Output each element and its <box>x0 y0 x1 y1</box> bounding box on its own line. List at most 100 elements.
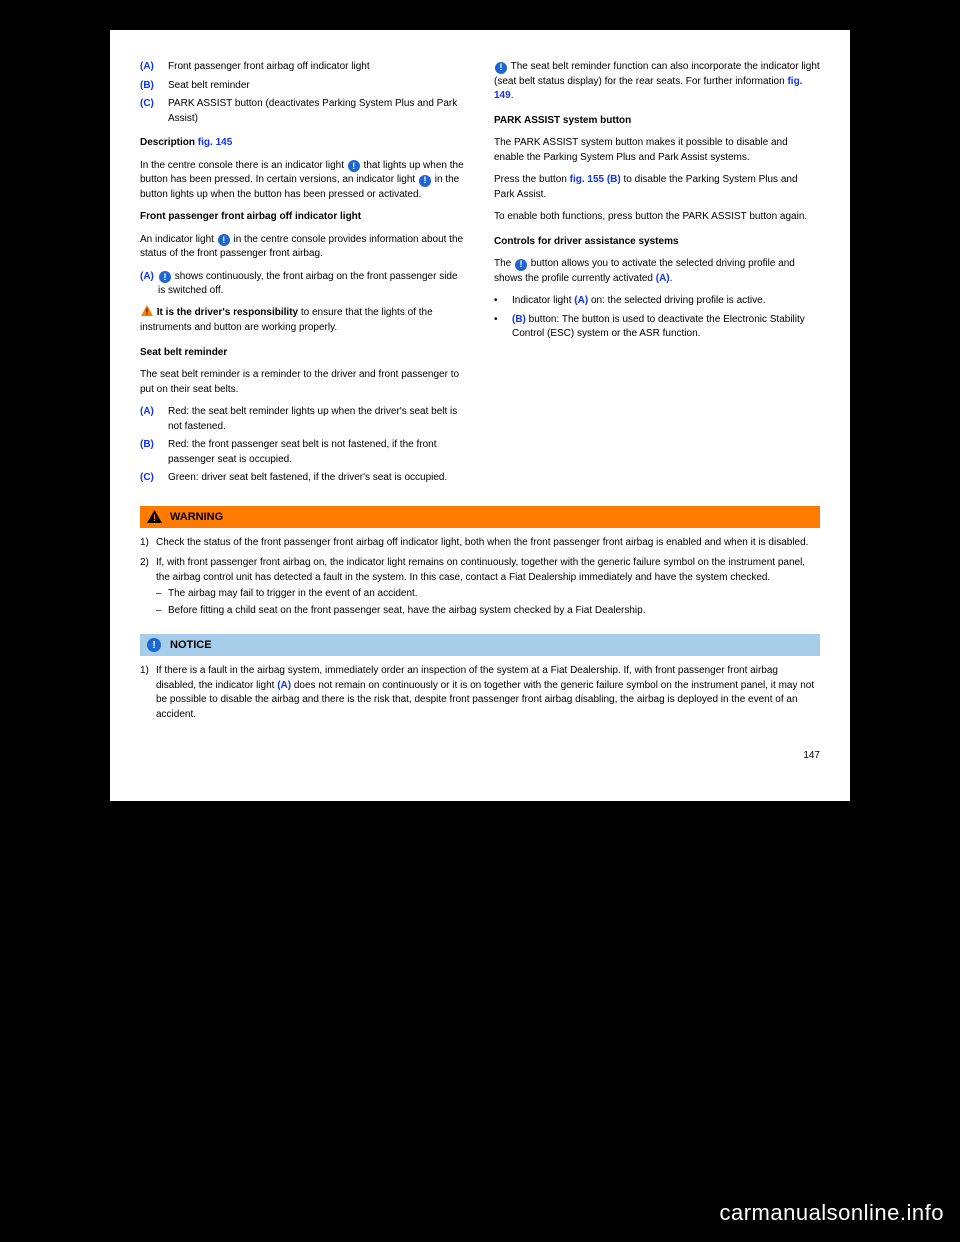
legend-item: (B) Red: the front passenger seat belt i… <box>140 438 466 467</box>
park-assist-p2: Press the button fig. 155 (B) to disable… <box>494 173 820 202</box>
notice-indicator-icon: ! <box>348 160 360 172</box>
legend-item: (A) Front passenger front airbag off ind… <box>140 60 466 75</box>
warning-text: Check the status of the front passenger … <box>156 536 808 551</box>
legend-label: (C) <box>140 471 168 486</box>
legend-label: (A) <box>140 405 168 434</box>
ref-text: (A) <box>140 271 154 282</box>
bullet-item: • Indicator light (A) on: the selected d… <box>494 294 820 309</box>
warning-number: 1) <box>140 536 156 551</box>
description-paragraph: Description fig. 145 <box>140 136 466 151</box>
notice-banner-label: NOTICE <box>168 639 212 651</box>
text-fragment: The seat belt reminder function can also… <box>494 61 820 87</box>
text-fragment: shows continuously, the front airbag on … <box>158 271 458 297</box>
controls-intro: The ! button allows you to activate the … <box>494 257 820 286</box>
legend-text: Red: the seat belt reminder lights up wh… <box>168 405 466 434</box>
bold-heading: Seat belt reminder <box>140 347 227 358</box>
legend-item: (C) Green: driver seat belt fastened, if… <box>140 471 466 486</box>
figure-reference: fig. 145 <box>198 137 232 148</box>
bold-heading: Controls for driver assistance systems <box>494 236 679 247</box>
bold-heading: Front passenger front airbag off indicat… <box>140 211 361 222</box>
legend-text: Seat belt reminder <box>168 79 250 94</box>
park-assist-p1: The PARK ASSIST system button makes it p… <box>494 136 820 165</box>
text-fragment: An indicator light <box>140 234 217 245</box>
warning-item: 2) If, with front passenger front airbag… <box>140 556 820 618</box>
subitem-text: Before fitting a child seat on the front… <box>168 604 646 619</box>
legend-label: (C) <box>140 97 168 126</box>
bold-text: It is the driver's responsibility <box>157 307 298 318</box>
notice-banner: ! NOTICE <box>140 634 820 656</box>
off-indicator-heading: Front passenger front airbag off indicat… <box>140 210 466 225</box>
text-fragment: Indicator light <box>512 295 574 306</box>
text-fragment: In the centre console there is an indica… <box>140 160 347 171</box>
ref-text: (A) <box>277 680 291 691</box>
legend-label: (B) <box>140 79 168 94</box>
off-indicator-paragraph: An indicator light ! in the centre conso… <box>140 233 466 262</box>
legend-label: (B) <box>140 438 168 467</box>
warning-item: 1) Check the status of the front passeng… <box>140 536 820 551</box>
text-fragment: button: The button is used to deactivate… <box>512 314 805 340</box>
warning-banner: ! WARNING <box>140 506 820 528</box>
text-fragment: Press the button <box>494 174 570 185</box>
notice-indicator-icon: ! <box>419 175 431 187</box>
bullet-item: • (B) button: The button is used to deac… <box>494 313 820 342</box>
legend-text: PARK ASSIST button (deactivates Parking … <box>168 97 466 126</box>
subitem-dash: – <box>156 587 168 602</box>
notice-paragraph: ! The seat belt reminder function can al… <box>494 60 820 104</box>
text-fragment: If, with front passenger front airbag on… <box>156 557 805 583</box>
label-ref: (A) <box>140 270 158 299</box>
legend-list: (A) Front passenger front airbag off ind… <box>140 60 466 126</box>
watermark-text: carmanualsonline.info <box>719 1200 944 1226</box>
description-heading: Description <box>140 137 195 148</box>
bullet-mark: • <box>494 313 512 342</box>
page-number: 147 <box>140 750 820 761</box>
warning-subitem: – Before fitting a child seat on the fro… <box>156 604 820 619</box>
warning-body: 1) Check the status of the front passeng… <box>140 536 820 619</box>
notice-number: 1) <box>140 664 156 722</box>
notice-item: 1) If there is a fault in the airbag sys… <box>140 664 820 722</box>
notice-body: 1) If there is a fault in the airbag sys… <box>140 664 820 722</box>
seatbelt-intro: The seat belt reminder is a reminder to … <box>140 368 466 397</box>
ref-text: (A) <box>574 295 588 306</box>
notice-banner-icon: ! <box>140 638 168 652</box>
bullet-item: (A) ! shows continuously, the front airb… <box>140 270 466 299</box>
legend-text: Green: driver seat belt fastened, if the… <box>168 471 447 486</box>
legend-item: (A) Red: the seat belt reminder lights u… <box>140 405 466 434</box>
notice-text: If there is a fault in the airbag system… <box>156 664 820 722</box>
svg-text:!: ! <box>153 513 156 523</box>
manual-page: (A) Front passenger front airbag off ind… <box>110 30 850 801</box>
figure-reference: fig. 155 (B) <box>570 174 621 185</box>
subitem-text: The airbag may fail to trigger in the ev… <box>168 587 418 602</box>
notice-indicator-icon: ! <box>515 259 527 271</box>
bullet-text: Indicator light (A) on: the selected dri… <box>512 294 820 309</box>
warning-banner-label: WARNING <box>168 511 223 523</box>
right-column: ! The seat belt reminder function can al… <box>494 60 820 490</box>
intro-text: In the centre console there is an indica… <box>140 159 466 203</box>
bullet-text: (B) button: The button is used to deacti… <box>512 313 820 342</box>
legend-item: (C) PARK ASSIST button (deactivates Park… <box>140 97 466 126</box>
subitem-dash: – <box>156 604 168 619</box>
left-column: (A) Front passenger front airbag off ind… <box>140 60 466 490</box>
bold-heading: PARK ASSIST system button <box>494 115 631 126</box>
park-assist-heading: PARK ASSIST system button <box>494 114 820 129</box>
ref-text: (A) <box>656 273 670 284</box>
legend-item: (B) Seat belt reminder <box>140 79 466 94</box>
svg-text:!: ! <box>146 307 149 316</box>
text-fragment: on: the selected driving profile is acti… <box>591 295 766 306</box>
text-fragment: The <box>494 258 514 269</box>
two-column-layout: (A) Front passenger front airbag off ind… <box>140 60 820 490</box>
notice-indicator-icon: ! <box>159 271 171 283</box>
bullet-mark: • <box>494 294 512 309</box>
park-assist-p3: To enable both functions, press button t… <box>494 210 820 225</box>
controls-heading: Controls for driver assistance systems <box>494 235 820 250</box>
warning-number: 2) <box>140 556 156 618</box>
warning-banner-icon: ! <box>140 510 168 523</box>
notice-indicator-icon: ! <box>495 62 507 74</box>
text-fragment: button allows you to activate the select… <box>494 258 795 284</box>
bullet-text: ! shows continuously, the front airbag o… <box>158 270 466 299</box>
legend-text: Red: the front passenger seat belt is no… <box>168 438 466 467</box>
ref-text: (B) <box>512 314 526 325</box>
warning-subitem: – The airbag may fail to trigger in the … <box>156 587 820 602</box>
warning-line: ! It is the driver's responsibility to e… <box>140 305 466 336</box>
legend-label: (A) <box>140 60 168 75</box>
legend-text: Front passenger front airbag off indicat… <box>168 60 370 75</box>
